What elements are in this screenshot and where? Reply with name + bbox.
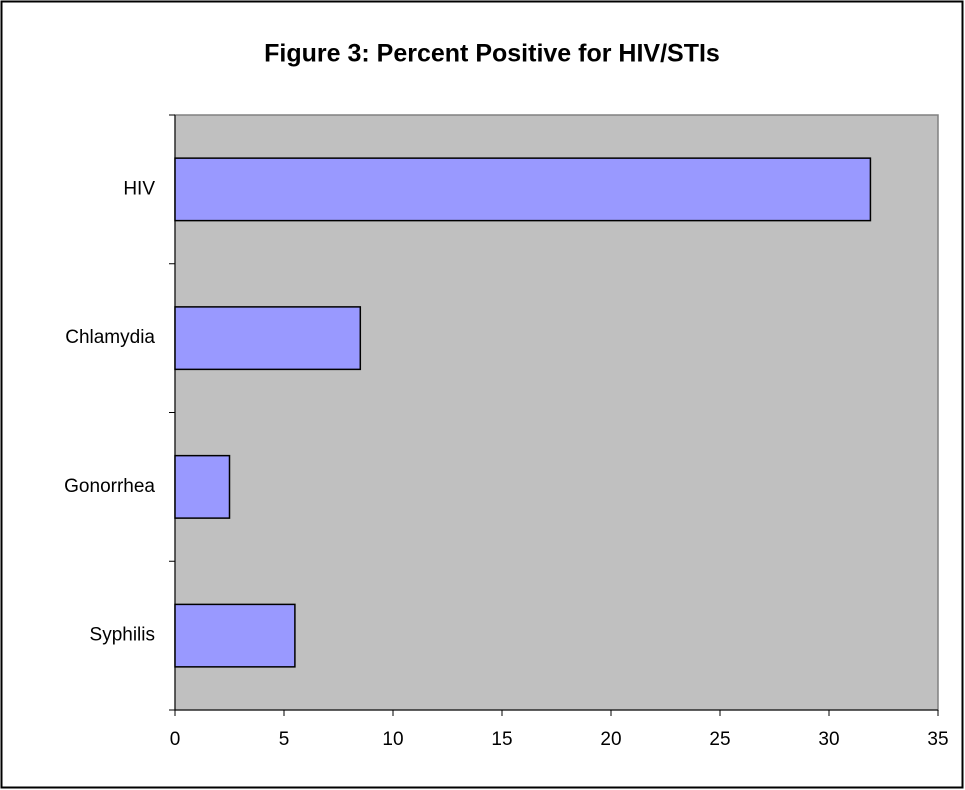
y-tick-label: Chlamydia [65,327,155,348]
x-tick-label: 20 [600,729,621,750]
x-tick-label: 25 [709,729,730,750]
x-tick-label: 35 [927,729,948,750]
y-tick-label: HIV [123,178,155,199]
x-tick-label: 5 [279,729,290,750]
chart-title: Figure 3: Percent Positive for HIV/STIs [264,40,720,68]
bar [174,603,296,668]
bar [174,306,362,371]
y-tick-label: Gonorrhea [64,476,155,497]
x-tick-label: 10 [382,729,403,750]
x-tick-label: 30 [818,729,839,750]
bar [174,157,872,222]
bar [174,454,231,519]
y-tick-label: Syphilis [90,625,155,646]
x-tick-label: 15 [491,729,512,750]
x-tick-label: 0 [170,729,181,750]
